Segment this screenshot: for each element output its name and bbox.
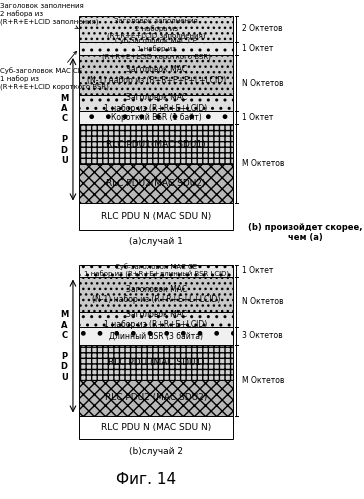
- Bar: [79, 55, 233, 95]
- Text: Заголовок MAC
1 набор из (R+R+E+LCID): Заголовок MAC 1 набор из (R+R+E+LCID): [104, 310, 208, 329]
- Text: (b) произойдет скорее,
чем (а): (b) произойдет скорее, чем (а): [248, 223, 363, 242]
- Bar: [79, 42, 233, 55]
- Text: RLC PDU2(MAC SDU2): RLC PDU2(MAC SDU2): [106, 179, 206, 188]
- Text: RLC PDU N (MAC SDU N): RLC PDU N (MAC SDU N): [101, 212, 211, 221]
- Text: 3 Октетов: 3 Октетов: [242, 331, 283, 340]
- Bar: [79, 265, 233, 276]
- Bar: [79, 380, 233, 416]
- Text: Заголовок заполнения
2 набора из
(R+R+E+LCID заполнения): Заголовок заполнения 2 набора из (R+R+E+…: [107, 18, 205, 39]
- Text: Заголовок заполнения
2 набора из
(R+R+E+LCID заполнения): Заголовок заполнения 2 набора из (R+R+E+…: [0, 3, 99, 28]
- Bar: [79, 204, 233, 230]
- Bar: [79, 416, 233, 439]
- Text: 1 Октет: 1 Октет: [242, 113, 274, 122]
- Text: Суб-заголовок MAC CE
1 набор из
(R+R+E+LCID короткого BSR): Суб-заголовок MAC CE 1 набор из (R+R+E+L…: [0, 51, 109, 90]
- Text: Заголовок MAC
1 набор из (R+R+E+LCID): Заголовок MAC 1 набор из (R+R+E+LCID): [104, 93, 208, 113]
- Text: RLC PDU1(MAC SDU1): RLC PDU1(MAC SDU1): [106, 140, 206, 149]
- Text: 1 Октет: 1 Октет: [242, 266, 274, 275]
- Text: M Октетов: M Октетов: [242, 159, 285, 168]
- Text: M Октетов: M Октетов: [242, 376, 285, 385]
- Text: Короткий BSR (1 байт): Короткий BSR (1 байт): [111, 113, 202, 122]
- Text: M
A
C

P
D
U: M A C P D U: [60, 94, 68, 165]
- Bar: [79, 312, 233, 327]
- Text: (a)случай 1: (a)случай 1: [129, 238, 183, 247]
- Text: Заголовок MAC
(N-1) набор из (R+R+E+F+L+LCID): Заголовок MAC (N-1) набор из (R+R+E+F+L+…: [87, 65, 226, 85]
- Bar: [79, 124, 233, 164]
- Text: M
A
C

P
D
U: M A C P D U: [60, 310, 68, 382]
- Text: Длинный BSR (3 байта): Длинный BSR (3 байта): [109, 331, 203, 340]
- Text: RLC PDU (MAC SDU1): RLC PDU (MAC SDU1): [108, 358, 205, 367]
- Bar: [79, 164, 233, 204]
- Text: Суб-заголовок MAC CE
1 набор из
(R+R+E+LCID короткого BSR): Суб-заголовок MAC CE 1 набор из (R+R+E+L…: [102, 37, 210, 60]
- Text: RLC PDU N (MAC SDU N): RLC PDU N (MAC SDU N): [101, 423, 211, 432]
- Bar: [79, 111, 233, 124]
- Text: 2 Октетов: 2 Октетов: [242, 24, 283, 33]
- Text: RLC PDU2 (MAC SDU2): RLC PDU2 (MAC SDU2): [105, 393, 207, 402]
- Text: N Октетов: N Октетов: [242, 79, 284, 88]
- Text: Фиг. 14: Фиг. 14: [116, 472, 176, 487]
- Bar: [79, 345, 233, 380]
- Text: N Октетов: N Октетов: [242, 297, 284, 306]
- Bar: [79, 327, 233, 345]
- Text: Заголовок MAC
(N-1) набор из (R+R+E+L+LCID): Заголовок MAC (N-1) набор из (R+R+E+L+LC…: [92, 284, 220, 304]
- Text: Суб-заголовок MAC CE
1 набор из (R+R+E+длинный BSR LCID): Суб-заголовок MAC CE 1 набор из (R+R+E+д…: [84, 263, 229, 278]
- Bar: [79, 276, 233, 312]
- Bar: [79, 15, 233, 42]
- Bar: [79, 95, 233, 111]
- Text: 1 Октет: 1 Октет: [242, 44, 274, 53]
- Text: (b)случай 2: (b)случай 2: [129, 447, 183, 456]
